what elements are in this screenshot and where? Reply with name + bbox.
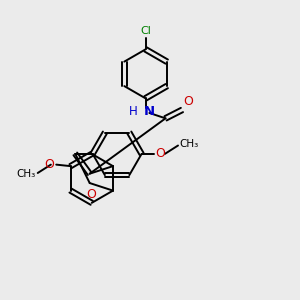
Text: O: O [156,147,166,161]
Text: O: O [45,158,54,171]
Text: CH₃: CH₃ [17,169,36,179]
Text: O: O [184,95,194,108]
Text: H: H [129,105,137,118]
Text: N: N [144,105,155,118]
Text: CH₃: CH₃ [179,139,199,149]
Text: Cl: Cl [140,26,151,36]
Text: O: O [86,188,96,201]
